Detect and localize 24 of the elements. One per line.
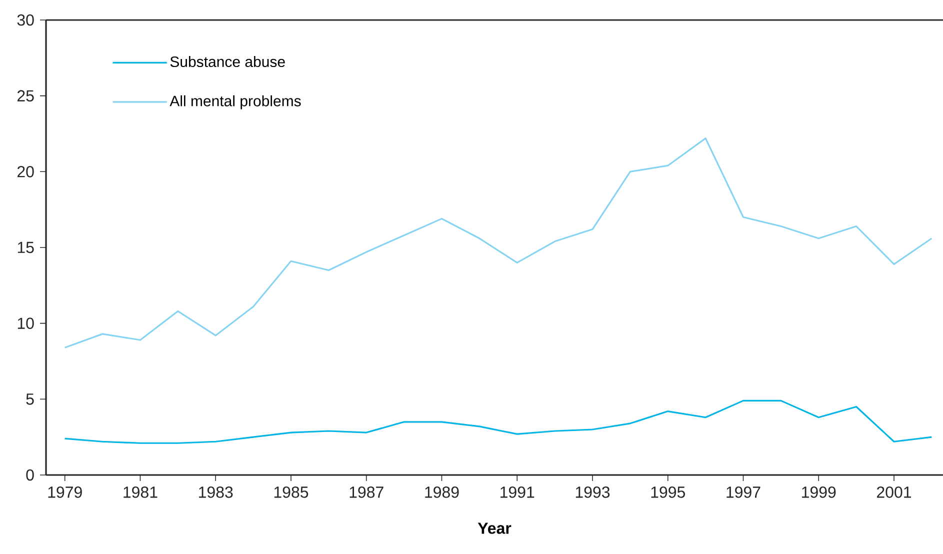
y-tick-label: 20 bbox=[17, 166, 34, 178]
y-tick-label: 10 bbox=[18, 318, 34, 329]
x-tick-label: 1987 bbox=[350, 486, 384, 498]
legend-label: Substance abuse bbox=[170, 56, 285, 68]
x-tick-label: 1979 bbox=[48, 486, 82, 498]
y-tick-label: 25 bbox=[17, 90, 34, 102]
x-tick-label: 1983 bbox=[199, 486, 233, 498]
x-tick-label: 1997 bbox=[726, 486, 760, 498]
x-tick-label: 1993 bbox=[576, 486, 610, 498]
x-tick-label: 2001 bbox=[877, 486, 911, 498]
x-tick-label: 1995 bbox=[651, 486, 685, 498]
x-axis-title: Year bbox=[478, 522, 512, 534]
line-series bbox=[64, 137, 932, 348]
y-tick-label: 30 bbox=[17, 14, 34, 26]
x-tick-label: 1989 bbox=[425, 486, 459, 498]
x-tick-label: 1999 bbox=[802, 486, 836, 498]
legend-label: All mental problems bbox=[170, 95, 301, 110]
line-series bbox=[64, 400, 932, 444]
y-tick-label: 15 bbox=[18, 242, 34, 254]
y-tick-label: 5 bbox=[26, 394, 34, 405]
x-tick-label: 1985 bbox=[274, 486, 308, 498]
y-tick-label: 0 bbox=[26, 469, 34, 481]
x-tick-label: 1991 bbox=[500, 486, 534, 498]
x-tick-label: 1981 bbox=[124, 486, 158, 498]
